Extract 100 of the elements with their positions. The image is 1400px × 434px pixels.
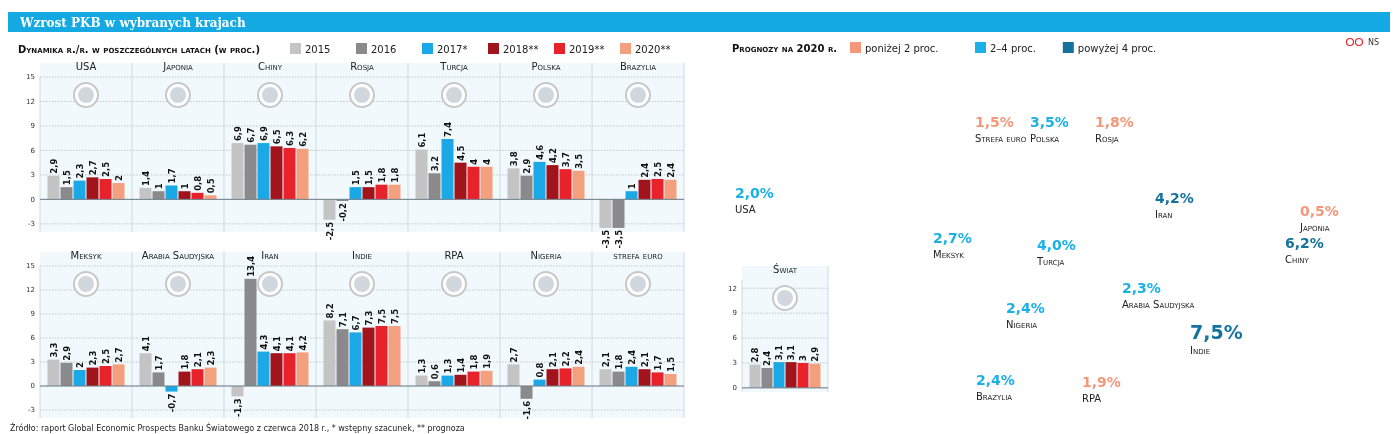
x-tick-label: Iran bbox=[261, 250, 279, 261]
data-label: 8,2 bbox=[324, 303, 335, 319]
data-label: 2,4 bbox=[626, 349, 637, 365]
data-label: 2,4% bbox=[1006, 300, 1045, 316]
data-label: 2,4 bbox=[665, 162, 676, 178]
category-label: RPA bbox=[1082, 393, 1102, 404]
data-label: 1,7 bbox=[153, 355, 164, 371]
x-tick-label: RPA bbox=[444, 250, 464, 261]
data-label: 3,8 bbox=[508, 151, 519, 167]
data-label: 2,7 bbox=[113, 347, 124, 363]
data-label: 7,5% bbox=[1190, 321, 1243, 343]
data-label: 1,8 bbox=[389, 167, 400, 183]
data-label: 1,8 bbox=[376, 167, 387, 183]
data-label: 2,5 bbox=[100, 348, 111, 364]
data-label: 1 bbox=[179, 183, 190, 190]
data-label: 7,4 bbox=[442, 121, 453, 137]
category-label: Arabia Saudyjska bbox=[1122, 299, 1195, 310]
x-tick-label: Japonia bbox=[162, 61, 193, 72]
data-label: 2,1 bbox=[192, 352, 203, 368]
category-label: Strefa euro bbox=[975, 133, 1027, 144]
category-label: Iran bbox=[1155, 209, 1173, 220]
x-tick-label: Rosja bbox=[350, 61, 375, 72]
data-label: 1,5% bbox=[975, 114, 1014, 130]
data-label: 2,1 bbox=[639, 352, 650, 368]
data-label: 4,1 bbox=[284, 336, 295, 352]
text: Źródło: raport Global Economic Prospects Banku Światowego z czerwca 2018 r., * wstępny szacunek, ** prognoza bbox=[10, 422, 465, 433]
data-label: 6,9 bbox=[258, 125, 269, 142]
data-label: 2,7 bbox=[87, 160, 98, 176]
data-label: 2,8 bbox=[750, 347, 760, 363]
data-label: 1,5 bbox=[350, 169, 361, 186]
data-label: 2,3 bbox=[74, 163, 85, 179]
data-label: 3,2 bbox=[429, 156, 440, 172]
category-label: Japonia bbox=[1299, 222, 1330, 233]
category-label: Rosja bbox=[1095, 133, 1119, 144]
x-tick-label: Indie bbox=[351, 250, 373, 261]
data-label: 4,1 bbox=[271, 336, 282, 352]
data-label: 3,5 bbox=[573, 153, 584, 169]
data-label: 1,9 bbox=[481, 353, 492, 369]
data-label: 6,5 bbox=[271, 129, 282, 145]
x-tick-label: USA bbox=[75, 61, 97, 72]
data-label: 4,3 bbox=[258, 334, 269, 350]
x-tick-label: Meksyk bbox=[70, 250, 102, 261]
data-label: 1,5 bbox=[61, 169, 72, 186]
legend-label: 2019** bbox=[569, 44, 605, 55]
text: NS bbox=[1368, 38, 1380, 47]
data-label: 3,7 bbox=[560, 152, 571, 168]
legend-label: powyżej 4 proc. bbox=[1077, 43, 1157, 54]
data-label: 1,8% bbox=[1095, 114, 1134, 130]
data-label: 4,2 bbox=[547, 147, 558, 164]
data-label: 4 bbox=[481, 158, 492, 165]
data-label: 4,2% bbox=[1155, 190, 1194, 206]
data-label: 2,2 bbox=[560, 351, 571, 367]
x-tick-label: Polska bbox=[531, 61, 561, 72]
data-label: 7,3 bbox=[363, 310, 374, 326]
data-label: 13,4 bbox=[245, 255, 256, 277]
data-label: 3,1 bbox=[774, 344, 784, 361]
data-label: 2,9 bbox=[810, 346, 820, 362]
data-label: 4,1 bbox=[140, 336, 151, 352]
data-label: 1,4 bbox=[455, 357, 466, 373]
x-tick-label: Chiny bbox=[258, 61, 283, 72]
data-label: 1,3 bbox=[416, 358, 427, 374]
data-label: 2,4% bbox=[976, 372, 1015, 388]
data-label: 2,9 bbox=[61, 345, 72, 361]
legend-title: Dynamika r./r. w poszczególnych latach (w proc.) bbox=[18, 44, 260, 55]
data-label: 2,4 bbox=[573, 349, 584, 365]
data-label: 1,8 bbox=[179, 354, 190, 370]
data-label: 1,4 bbox=[140, 170, 151, 186]
data-label: 6,7 bbox=[245, 127, 256, 143]
data-label: 2 bbox=[113, 175, 124, 182]
x-tick-label: Arabia Saudyjska bbox=[141, 250, 215, 261]
data-label: 2,3 bbox=[87, 350, 98, 366]
data-label: 2,0% bbox=[735, 185, 774, 201]
data-label: 6,1 bbox=[416, 132, 427, 148]
data-label: 0,5% bbox=[1300, 203, 1339, 219]
data-label: 2,7% bbox=[933, 230, 972, 246]
data-label: 7,1 bbox=[337, 312, 348, 328]
category-label: Polska bbox=[1030, 133, 1060, 144]
x-tick-label: strefa euro bbox=[613, 250, 664, 261]
x-tick-label: Świat bbox=[773, 263, 798, 275]
data-label: 7,5 bbox=[389, 308, 400, 324]
data-label: 1,5 bbox=[363, 169, 374, 186]
data-label: 1,3 bbox=[442, 358, 453, 374]
data-label: 1,7 bbox=[652, 355, 663, 371]
data-label: 2,3 bbox=[205, 350, 216, 366]
data-label: -0,7 bbox=[166, 393, 177, 413]
data-label: 2,9 bbox=[521, 158, 532, 174]
legend-label: poniżej 2 proc. bbox=[865, 43, 939, 54]
data-label: 3,1 bbox=[786, 344, 796, 361]
data-label: -1,3 bbox=[232, 398, 243, 417]
data-label: 6,7 bbox=[350, 315, 361, 331]
data-label: 1 bbox=[626, 183, 637, 190]
legend-label: 2–4 proc. bbox=[990, 43, 1036, 54]
data-label: 4,5 bbox=[455, 145, 466, 161]
x-tick-label: Brazylia bbox=[619, 61, 657, 72]
text: Wzrost PKB w wybranych krajach bbox=[19, 16, 246, 30]
data-label: -3,5 bbox=[613, 229, 624, 249]
data-label: 2,1 bbox=[600, 352, 611, 368]
data-label: 7,5 bbox=[376, 308, 387, 324]
text: Prognozy na 2020 r. bbox=[732, 43, 838, 54]
data-label: 0,8 bbox=[192, 175, 203, 191]
